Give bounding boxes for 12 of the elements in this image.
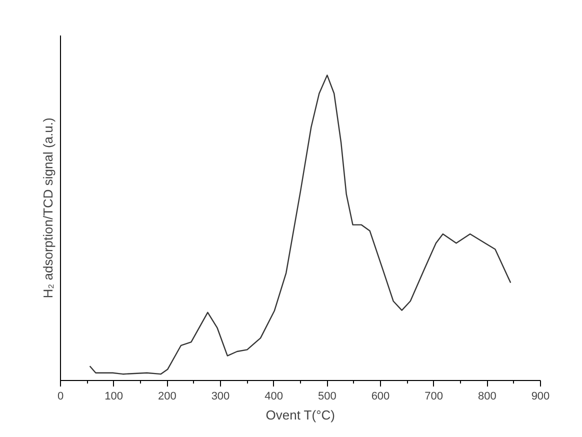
x-tick-label: 100 — [104, 390, 124, 402]
x-tick-label: 0 — [57, 390, 64, 402]
x-tick-label: 800 — [478, 390, 496, 402]
x-axis-title: Ovent T(°C) — [266, 408, 336, 422]
x-tick-label: 500 — [318, 390, 336, 402]
y-axis-title: H₂ adsorption/TCD signal (a.u.) — [40, 118, 56, 298]
x-tick-label: 600 — [371, 390, 390, 402]
x-tick-label: 300 — [211, 390, 230, 402]
x-tick-label: 400 — [264, 390, 284, 402]
x-tick-label: 900 — [531, 390, 550, 402]
x-tick-label: 700 — [424, 390, 444, 402]
x-tick-label: 200 — [158, 390, 176, 402]
